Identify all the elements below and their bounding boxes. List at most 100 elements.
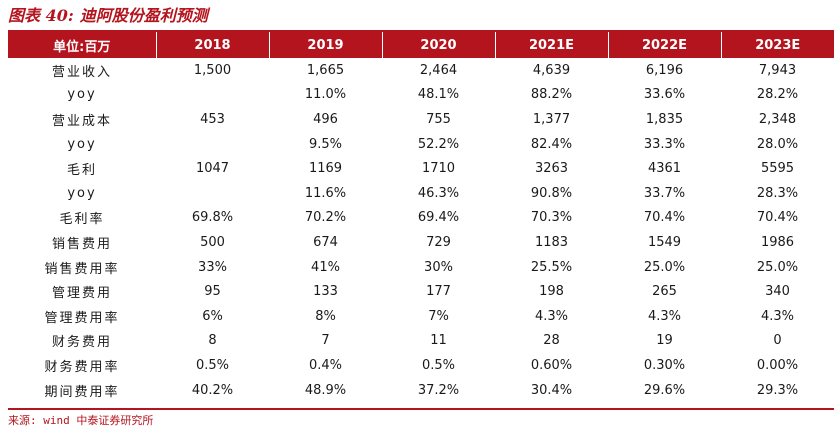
value-cell: 4.3% — [534, 308, 569, 324]
value-cell: 69.4% — [417, 210, 460, 226]
value-cell: 198 — [539, 284, 564, 300]
row-label: 管理费用 — [51, 286, 112, 302]
row-label: 毛利 — [66, 163, 97, 179]
value-cell: 52.2% — [417, 136, 460, 152]
value-cell: 0.5% — [421, 357, 456, 373]
value-cell: 2,348 — [758, 111, 797, 127]
header-cell-unit: 单位:百万 — [8, 32, 157, 58]
header-cell-year: 2020 — [382, 32, 496, 58]
table-row: yoy 9.5% 52.2% 82.4% 33.3% 28.0% — [8, 132, 834, 157]
value-cell: 6% — [202, 308, 223, 324]
value-cell: 33.7% — [643, 185, 686, 201]
row-label: 毛利率 — [59, 212, 105, 228]
value-cell: 48.1% — [417, 87, 460, 103]
value-cell: 1549 — [647, 234, 682, 250]
value-cell: 3263 — [534, 161, 569, 177]
value-cell: 496 — [313, 111, 338, 127]
value-cell: 177 — [426, 284, 451, 300]
value-cell: 4.3% — [647, 308, 682, 324]
value-cell: 4361 — [647, 161, 682, 177]
value-cell: 1,835 — [645, 111, 684, 127]
value-cell: 1169 — [308, 161, 343, 177]
value-cell: 0.30% — [643, 357, 686, 373]
value-cell: 265 — [652, 284, 677, 300]
header-cell-year: 2019 — [269, 32, 383, 58]
value-cell: 1986 — [760, 234, 795, 250]
value-cell: 674 — [313, 234, 338, 250]
row-label: 财务费用率 — [44, 359, 120, 375]
value-cell: 40.2% — [191, 382, 234, 398]
value-cell: 0.60% — [530, 357, 573, 373]
value-cell: 37.2% — [417, 382, 460, 398]
table-row: 财务费用 8 7 11 28 19 0 — [8, 329, 834, 354]
value-cell: 41% — [311, 259, 340, 275]
value-cell: 0.00% — [756, 357, 799, 373]
value-cell: 5595 — [760, 161, 795, 177]
value-cell: 133 — [313, 284, 338, 300]
value-cell: 729 — [426, 234, 451, 250]
table-row: 销售费用率 33% 41% 30% 25.5% 25.0% 25.0% — [8, 255, 834, 280]
value-cell: 1,500 — [193, 62, 232, 78]
value-cell: 7% — [428, 308, 449, 324]
value-cell: 340 — [765, 284, 790, 300]
value-cell: 7,943 — [758, 62, 797, 78]
row-label: yoy — [67, 136, 97, 152]
value-cell: 70.4% — [756, 210, 799, 226]
value-cell: 8% — [315, 308, 336, 324]
value-cell: 1,665 — [306, 62, 345, 78]
value-cell: 33.6% — [643, 87, 686, 103]
value-cell: 25.5% — [530, 259, 573, 275]
value-cell: 29.3% — [756, 382, 799, 398]
bottom-rule — [8, 408, 834, 410]
table-row: 期间费用率 40.2% 48.9% 37.2% 30.4% 29.6% 29.3% — [8, 378, 834, 403]
table-header: 单位:百万 2018 2019 2020 2021E 2022E 2023E — [8, 32, 834, 58]
value-cell: 453 — [200, 111, 225, 127]
row-label: 管理费用率 — [44, 310, 120, 326]
value-cell — [156, 83, 269, 108]
value-cell: 8 — [208, 333, 217, 349]
value-cell: 33% — [198, 259, 227, 275]
value-cell: 0.4% — [308, 357, 343, 373]
value-cell: 1,377 — [532, 111, 571, 127]
value-cell: 0.5% — [195, 357, 230, 373]
table-row: 财务费用率 0.5% 0.4% 0.5% 0.60% 0.30% 0.00% — [8, 353, 834, 378]
row-label: 销售费用率 — [44, 261, 120, 277]
figure-title-text: 迪阿股份盈利预测 — [79, 6, 208, 25]
value-cell: 11 — [430, 333, 447, 349]
value-cell: 755 — [426, 111, 451, 127]
table-row: 毛利 1047 1169 1710 3263 4361 5595 — [8, 156, 834, 181]
header-cell-year: 2018 — [156, 32, 270, 58]
value-cell: 29.6% — [643, 382, 686, 398]
figure-number: 图表 40: — [8, 6, 74, 25]
row-label: yoy — [67, 185, 97, 201]
table-row: 营业收入 1,500 1,665 2,464 4,639 6,196 7,943 — [8, 58, 834, 83]
value-cell: 46.3% — [417, 185, 460, 201]
table-row: yoy 11.0% 48.1% 88.2% 33.6% 28.2% — [8, 83, 834, 108]
value-cell: 70.3% — [530, 210, 573, 226]
value-cell: 9.5% — [308, 136, 343, 152]
table-row: 销售费用 500 674 729 1183 1549 1986 — [8, 230, 834, 255]
table-row: yoy 11.6% 46.3% 90.8% 33.7% 28.3% — [8, 181, 834, 206]
table-row: 营业成本 453 496 755 1,377 1,835 2,348 — [8, 107, 834, 132]
value-cell: 1047 — [195, 161, 230, 177]
value-cell: 48.9% — [304, 382, 347, 398]
row-label: 营业收入 — [51, 64, 112, 80]
top-rule — [8, 30, 834, 32]
value-cell: 30% — [424, 259, 453, 275]
table-row: 毛利率 69.8% 70.2% 69.4% 70.3% 70.4% 70.4% — [8, 206, 834, 231]
value-cell: 6,196 — [645, 62, 684, 78]
table-row: 管理费用 95 133 177 198 265 340 — [8, 279, 834, 304]
table-row: 管理费用率 6% 8% 7% 4.3% 4.3% 4.3% — [8, 304, 834, 329]
row-label: 营业成本 — [51, 113, 112, 129]
value-cell: 28.0% — [756, 136, 799, 152]
value-cell: 33.3% — [643, 136, 686, 152]
value-cell: 30.4% — [530, 382, 573, 398]
header-cell-year: 2022E — [608, 32, 722, 58]
value-cell: 90.8% — [530, 185, 573, 201]
value-cell: 1710 — [421, 161, 456, 177]
value-cell: 28.2% — [756, 87, 799, 103]
header-cell-year: 2023E — [755, 37, 801, 53]
value-cell: 1183 — [534, 234, 569, 250]
value-cell: 88.2% — [530, 87, 573, 103]
value-cell: 0 — [773, 333, 782, 349]
